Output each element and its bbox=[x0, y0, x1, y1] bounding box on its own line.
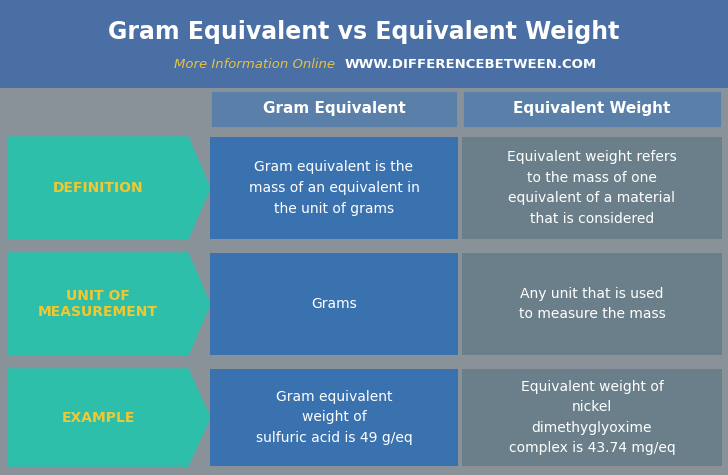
Text: Grams: Grams bbox=[311, 297, 357, 311]
Text: Equivalent weight of
nickel
dimethyglyoxime
complex is 43.74 mg/eq: Equivalent weight of nickel dimethyglyox… bbox=[509, 380, 676, 456]
Text: Equivalent Weight: Equivalent Weight bbox=[513, 102, 670, 116]
Text: DEFINITION: DEFINITION bbox=[52, 181, 143, 195]
Text: Gram equivalent
weight of
sulfuric acid is 49 g/eq: Gram equivalent weight of sulfuric acid … bbox=[256, 390, 412, 445]
Text: EXAMPLE: EXAMPLE bbox=[61, 410, 135, 425]
Text: UNIT OF
MEASUREMENT: UNIT OF MEASUREMENT bbox=[38, 289, 158, 319]
Text: Gram Equivalent: Gram Equivalent bbox=[263, 102, 405, 116]
Text: Gram equivalent is the
mass of an equivalent in
the unit of grams: Gram equivalent is the mass of an equiva… bbox=[248, 161, 419, 216]
Polygon shape bbox=[8, 137, 210, 239]
Text: Equivalent weight refers
to the mass of one
equivalent of a material
that is con: Equivalent weight refers to the mass of … bbox=[507, 150, 677, 226]
FancyBboxPatch shape bbox=[210, 137, 458, 239]
Text: Gram Equivalent vs Equivalent Weight: Gram Equivalent vs Equivalent Weight bbox=[108, 20, 620, 44]
FancyBboxPatch shape bbox=[462, 90, 722, 128]
FancyBboxPatch shape bbox=[0, 0, 728, 88]
FancyBboxPatch shape bbox=[462, 369, 722, 466]
Text: Any unit that is used
to measure the mass: Any unit that is used to measure the mas… bbox=[518, 287, 665, 321]
Text: More Information Online: More Information Online bbox=[174, 58, 335, 72]
Polygon shape bbox=[8, 369, 210, 466]
FancyBboxPatch shape bbox=[210, 253, 458, 355]
Text: WWW.DIFFERENCEBETWEEN.COM: WWW.DIFFERENCEBETWEEN.COM bbox=[345, 58, 597, 72]
FancyBboxPatch shape bbox=[210, 369, 458, 466]
FancyBboxPatch shape bbox=[210, 90, 458, 128]
Polygon shape bbox=[8, 253, 210, 355]
FancyBboxPatch shape bbox=[462, 253, 722, 355]
FancyBboxPatch shape bbox=[462, 137, 722, 239]
